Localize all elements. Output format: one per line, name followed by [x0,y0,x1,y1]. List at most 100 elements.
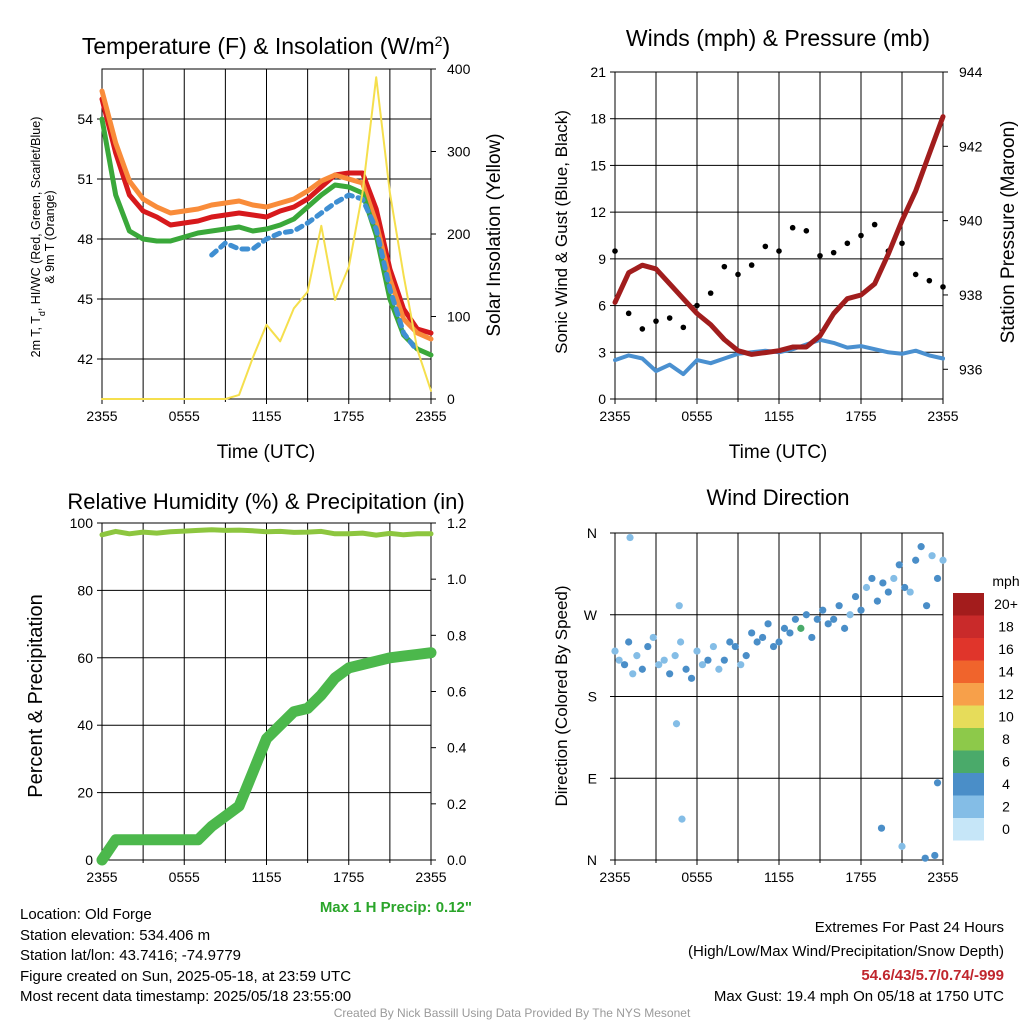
direction-point [769,642,778,651]
direction-point [851,592,860,601]
legend-swatch [953,638,984,661]
temp-y2-tick-label: 400 [447,61,471,77]
station-elevation: Station elevation: 534.406 m [20,926,211,944]
wind-gust-point [817,252,823,259]
wind-gust-point [776,248,782,254]
wind-x-axis-label: Time (UTC) [729,442,828,463]
direction-point [917,543,925,551]
rh-y2-tick-label: 1.2 [447,515,467,531]
rh-y2-tick-label: 0.0 [447,852,467,868]
temp-series-t-9m [99,88,434,342]
legend-title: mph [992,573,1019,589]
legend-label: 16 [998,641,1014,657]
direction-point [655,661,663,669]
wind-panel-title: Winds (mph) & Pressure (mb) [626,25,930,51]
direction-point [808,633,816,642]
dir-x-tick-label: 1155 [764,869,794,885]
direction-point [698,661,707,669]
wind-right-axis-label: Station Pressure (Maroon) [998,121,1019,344]
direction-point [753,638,761,646]
temp-y-tick-label: 45 [77,291,93,307]
direction-point [928,552,936,560]
rh-y-tick-label: 40 [77,717,93,733]
legend-swatch [953,593,984,616]
rh-y-tick-label: 60 [77,650,93,666]
station-latlon: Station lat/lon: 43.7416; -74.9779 [20,947,242,964]
direction-point [830,615,838,623]
direction-point [933,779,942,787]
rh-y-tick-label: 100 [70,515,94,531]
wind-gust-point [858,232,864,239]
temp-series-hi-wc [209,192,420,354]
wind-x-tick-label: 0555 [681,408,712,424]
wind-gust-point [612,248,618,254]
rh-x-tick-label: 0555 [169,869,200,885]
dir-y-tick-label: W [584,607,598,623]
direction-point [797,624,805,632]
temp-x-tick-label: 2355 [415,408,446,424]
most-recent-data: Most recent data timestamp: 2025/05/18 2… [20,988,352,1005]
wind-series-station-pressure [612,114,946,357]
station-location: Location: Old Forge [20,906,152,923]
wind-gust-point [653,318,659,324]
direction-point [862,583,871,592]
rh-panel-title: Relative Humidity (%) & Precipitation (i… [67,489,464,514]
wind-gust-point [680,324,687,331]
rh-x-tick-label: 2355 [86,869,117,885]
legend-swatch [953,660,984,683]
temp-left-axis-label: 2m T, Td, HI/WC (Red, Green, Scarlet/Blu… [29,117,47,358]
temp-y-tick-label: 51 [77,171,93,187]
legend-label: 10 [998,709,1014,725]
wind-gust-point [625,310,632,317]
direction-point [742,652,750,660]
direction-point [748,629,756,637]
direction-point [884,588,892,596]
direction-point [764,620,772,628]
legend-swatch [953,615,984,638]
dir-x-tick-label: 2355 [927,869,958,885]
legend-label: 4 [1002,776,1010,792]
direction-point [620,661,629,669]
rh-y-tick-label: 20 [77,785,93,801]
wind-y-tick-label: 21 [590,64,606,80]
legend-label: 0 [1002,821,1010,837]
dir-y-tick-label: N [587,525,597,541]
extremes-heading: Extremes For Past 24 Hours [814,919,1004,936]
direction-point [898,842,906,850]
rh-y2-tick-label: 0.6 [447,684,467,700]
direction-point [611,647,619,655]
wind-gust-point [789,224,796,231]
wind-gust-point [762,243,769,250]
direction-point [846,611,854,619]
credit-line: Created By Nick Bassill Using Data Provi… [333,1006,691,1020]
direction-point [759,633,767,642]
direction-panel-title: Wind Direction [706,485,849,510]
wind-gust-point [639,326,646,332]
temperature-plot: 2355 0555 1155 1755 2355 42 45 48 51 54 0 100 200 300… [77,61,470,424]
temp-left-axis-label-2: & 9m T (Orange) [43,190,57,283]
direction-point [629,670,637,678]
direction-left-axis-label: Direction (Colored By Speed) [552,585,571,806]
temp-y-tick-label: 48 [77,231,93,247]
wind-gust-point [721,263,728,270]
direction-point [824,620,832,628]
rh-series-relative-humidity [99,527,434,538]
wind-gust-point [844,240,851,247]
dir-y-tick-label: S [588,689,597,705]
legend-label: 14 [998,664,1014,680]
direction-point [715,665,723,673]
legend-swatch [953,773,984,796]
dir-x-tick-label: 1755 [845,869,876,885]
legend-swatch [953,750,984,773]
direction-point [693,647,701,655]
direction-point [638,665,646,673]
direction-point [879,579,887,587]
wind-gust-point [940,284,946,290]
station-info: Location: Old Forge Station elevation: 5… [20,905,351,1008]
wind-gust-point [912,271,919,278]
rh-x-tick-label: 1155 [251,869,281,885]
direction-point [672,720,681,728]
temp-right-axis-label: Solar Insolation (Yellow) [484,133,505,336]
direction-point [923,602,931,610]
temp-x-tick-label: 2355 [86,408,117,424]
